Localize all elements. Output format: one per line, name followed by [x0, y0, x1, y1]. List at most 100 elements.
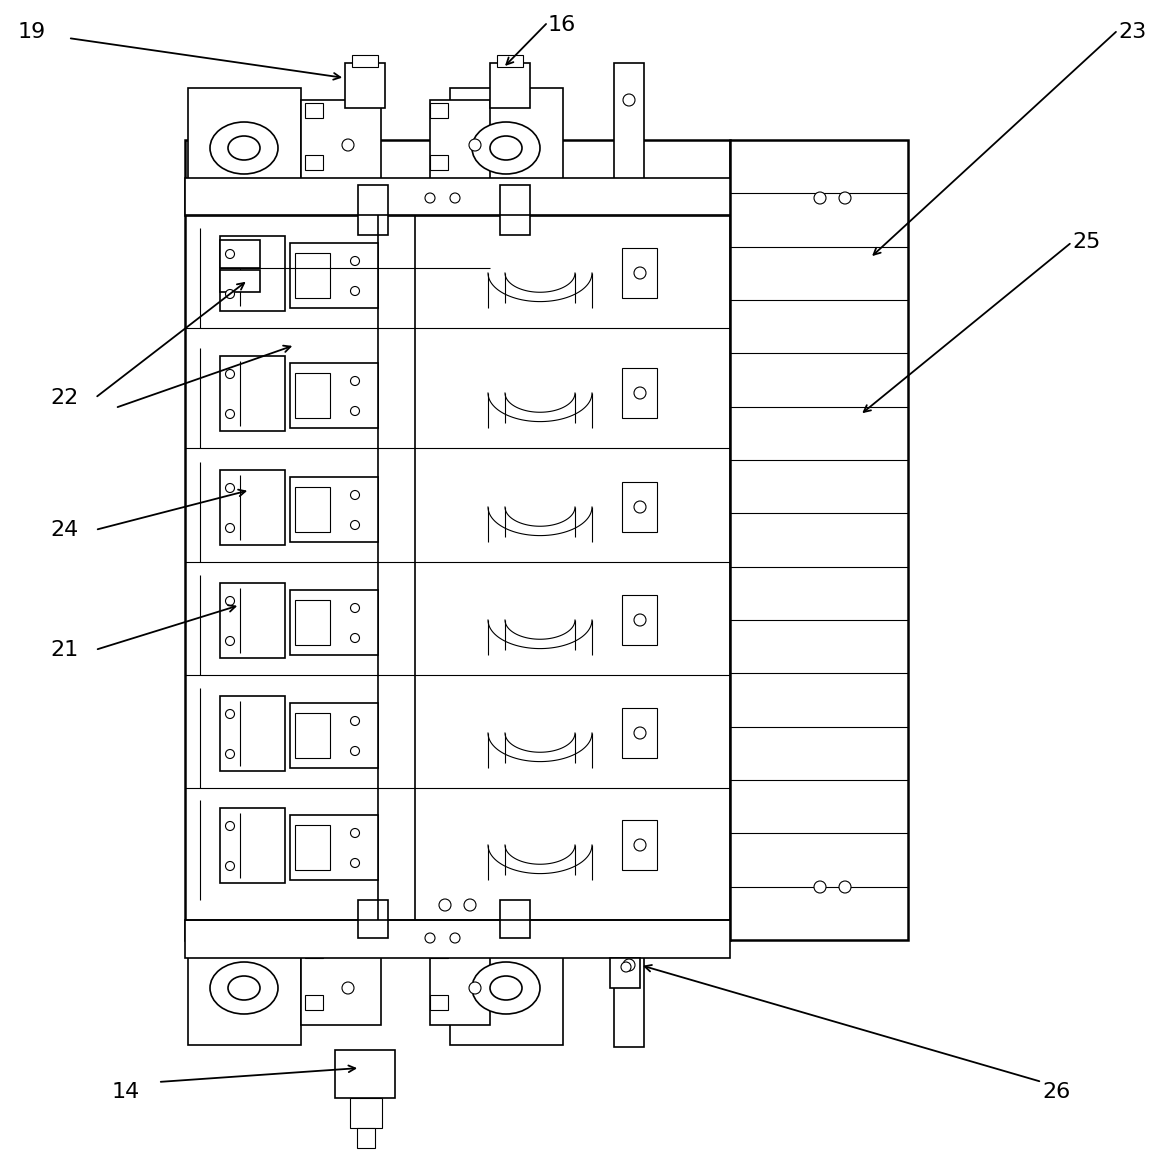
Bar — [295, 253, 330, 297]
Text: 23: 23 — [1118, 22, 1147, 42]
Bar — [295, 487, 330, 532]
Ellipse shape — [490, 136, 523, 160]
Bar — [497, 55, 523, 67]
Ellipse shape — [351, 377, 360, 385]
Bar — [305, 103, 323, 118]
Bar — [336, 1050, 395, 1098]
Bar — [450, 930, 563, 1045]
Ellipse shape — [351, 633, 360, 642]
Bar — [430, 995, 448, 1010]
Ellipse shape — [226, 409, 235, 419]
Ellipse shape — [634, 502, 646, 513]
Ellipse shape — [839, 193, 851, 204]
Text: 24: 24 — [50, 520, 78, 540]
Bar — [357, 1128, 375, 1148]
Bar — [614, 940, 644, 1047]
Ellipse shape — [226, 249, 235, 258]
Ellipse shape — [210, 962, 278, 1013]
Bar — [290, 363, 378, 428]
Ellipse shape — [621, 962, 631, 972]
Bar — [622, 368, 657, 419]
Ellipse shape — [351, 716, 360, 725]
Ellipse shape — [634, 728, 646, 739]
Bar — [185, 920, 729, 958]
Text: 22: 22 — [50, 389, 78, 408]
Bar — [220, 236, 285, 311]
Ellipse shape — [469, 982, 480, 994]
Bar — [430, 940, 490, 1025]
Ellipse shape — [226, 821, 235, 830]
Ellipse shape — [351, 256, 360, 265]
Ellipse shape — [226, 861, 235, 871]
Ellipse shape — [351, 603, 360, 612]
Ellipse shape — [226, 369, 235, 378]
Bar — [352, 55, 378, 67]
Bar — [290, 703, 378, 768]
Ellipse shape — [814, 881, 826, 894]
Text: 16: 16 — [548, 15, 576, 35]
Ellipse shape — [351, 407, 360, 415]
Ellipse shape — [343, 140, 354, 151]
Bar — [622, 820, 657, 871]
Bar — [305, 995, 323, 1010]
Bar — [295, 713, 330, 758]
Ellipse shape — [343, 982, 354, 994]
Ellipse shape — [351, 746, 360, 755]
Text: 25: 25 — [1072, 232, 1100, 253]
Ellipse shape — [634, 387, 646, 399]
Ellipse shape — [450, 933, 459, 943]
Bar — [614, 63, 644, 193]
Ellipse shape — [469, 140, 480, 151]
Text: 26: 26 — [1042, 1082, 1071, 1102]
Bar — [290, 590, 378, 655]
Bar — [622, 482, 657, 532]
Ellipse shape — [464, 899, 476, 911]
Bar — [220, 696, 285, 771]
Bar — [358, 900, 388, 939]
Bar — [220, 470, 285, 545]
Ellipse shape — [351, 490, 360, 499]
Ellipse shape — [634, 615, 646, 626]
Ellipse shape — [814, 193, 826, 204]
Bar — [188, 930, 300, 1045]
Ellipse shape — [226, 289, 235, 299]
Bar — [185, 178, 729, 216]
Bar — [500, 184, 530, 235]
Bar — [220, 356, 285, 431]
Ellipse shape — [228, 975, 260, 1000]
Bar — [729, 140, 908, 940]
Bar — [290, 477, 378, 542]
Bar — [295, 826, 330, 871]
Bar — [295, 600, 330, 645]
Bar — [610, 958, 639, 988]
Ellipse shape — [472, 962, 540, 1013]
Bar — [430, 943, 448, 958]
Ellipse shape — [623, 959, 635, 971]
Ellipse shape — [426, 933, 435, 943]
Ellipse shape — [440, 899, 451, 911]
Ellipse shape — [226, 749, 235, 759]
Text: 19: 19 — [18, 22, 47, 42]
Bar — [500, 900, 530, 939]
Bar — [622, 708, 657, 758]
Ellipse shape — [351, 520, 360, 529]
Ellipse shape — [634, 267, 646, 279]
Ellipse shape — [490, 975, 523, 1000]
Bar — [290, 243, 378, 308]
Bar — [300, 100, 381, 184]
Ellipse shape — [351, 286, 360, 295]
Ellipse shape — [226, 523, 235, 533]
Bar — [430, 103, 448, 118]
Bar — [295, 374, 330, 419]
Ellipse shape — [623, 95, 635, 106]
Text: 21: 21 — [50, 640, 78, 660]
Ellipse shape — [226, 709, 235, 718]
Bar — [345, 63, 385, 108]
Ellipse shape — [210, 122, 278, 174]
Ellipse shape — [634, 839, 646, 851]
Bar — [220, 270, 260, 292]
Bar — [622, 248, 657, 297]
Ellipse shape — [839, 881, 851, 894]
Bar — [220, 583, 285, 658]
Bar — [305, 943, 323, 958]
